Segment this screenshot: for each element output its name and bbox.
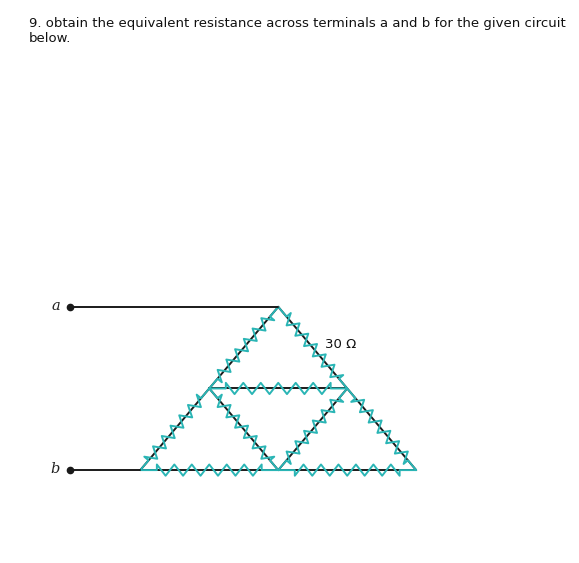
Text: a: a bbox=[51, 299, 60, 312]
Text: 30 Ω: 30 Ω bbox=[325, 338, 356, 351]
Text: 9. obtain the equivalent resistance across terminals a and b for the given circu: 9. obtain the equivalent resistance acro… bbox=[29, 17, 566, 45]
Text: b: b bbox=[50, 462, 60, 476]
